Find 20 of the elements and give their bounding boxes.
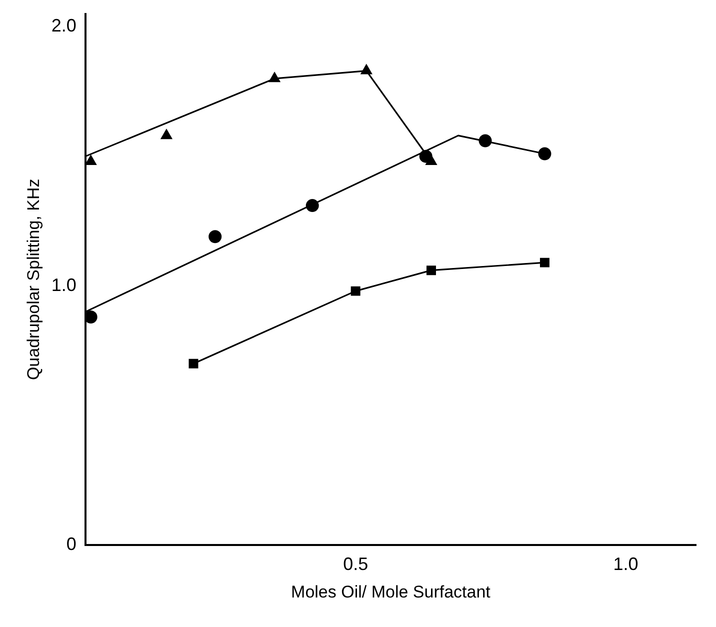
point: [350, 286, 360, 296]
point: [306, 199, 319, 212]
point: [478, 134, 492, 148]
point: [208, 230, 222, 244]
y-axis-title: Quadrupolar Splitting, KHz: [24, 178, 43, 380]
point: [268, 72, 280, 82]
point: [360, 64, 372, 74]
y-tick-label: 1.0: [51, 274, 76, 295]
point: [85, 155, 97, 165]
x-axis-title: Moles Oil/ Mole Surfactant: [291, 582, 491, 602]
x-tick-label: 0.5: [343, 554, 368, 574]
point: [85, 310, 98, 324]
point: [538, 147, 552, 160]
point: [188, 358, 198, 368]
y-tick-label: 0: [66, 534, 76, 554]
point: [160, 129, 172, 140]
y-tick-label: 2.0: [51, 16, 76, 36]
point: [426, 155, 437, 165]
point: [426, 266, 436, 276]
point: [540, 258, 550, 268]
